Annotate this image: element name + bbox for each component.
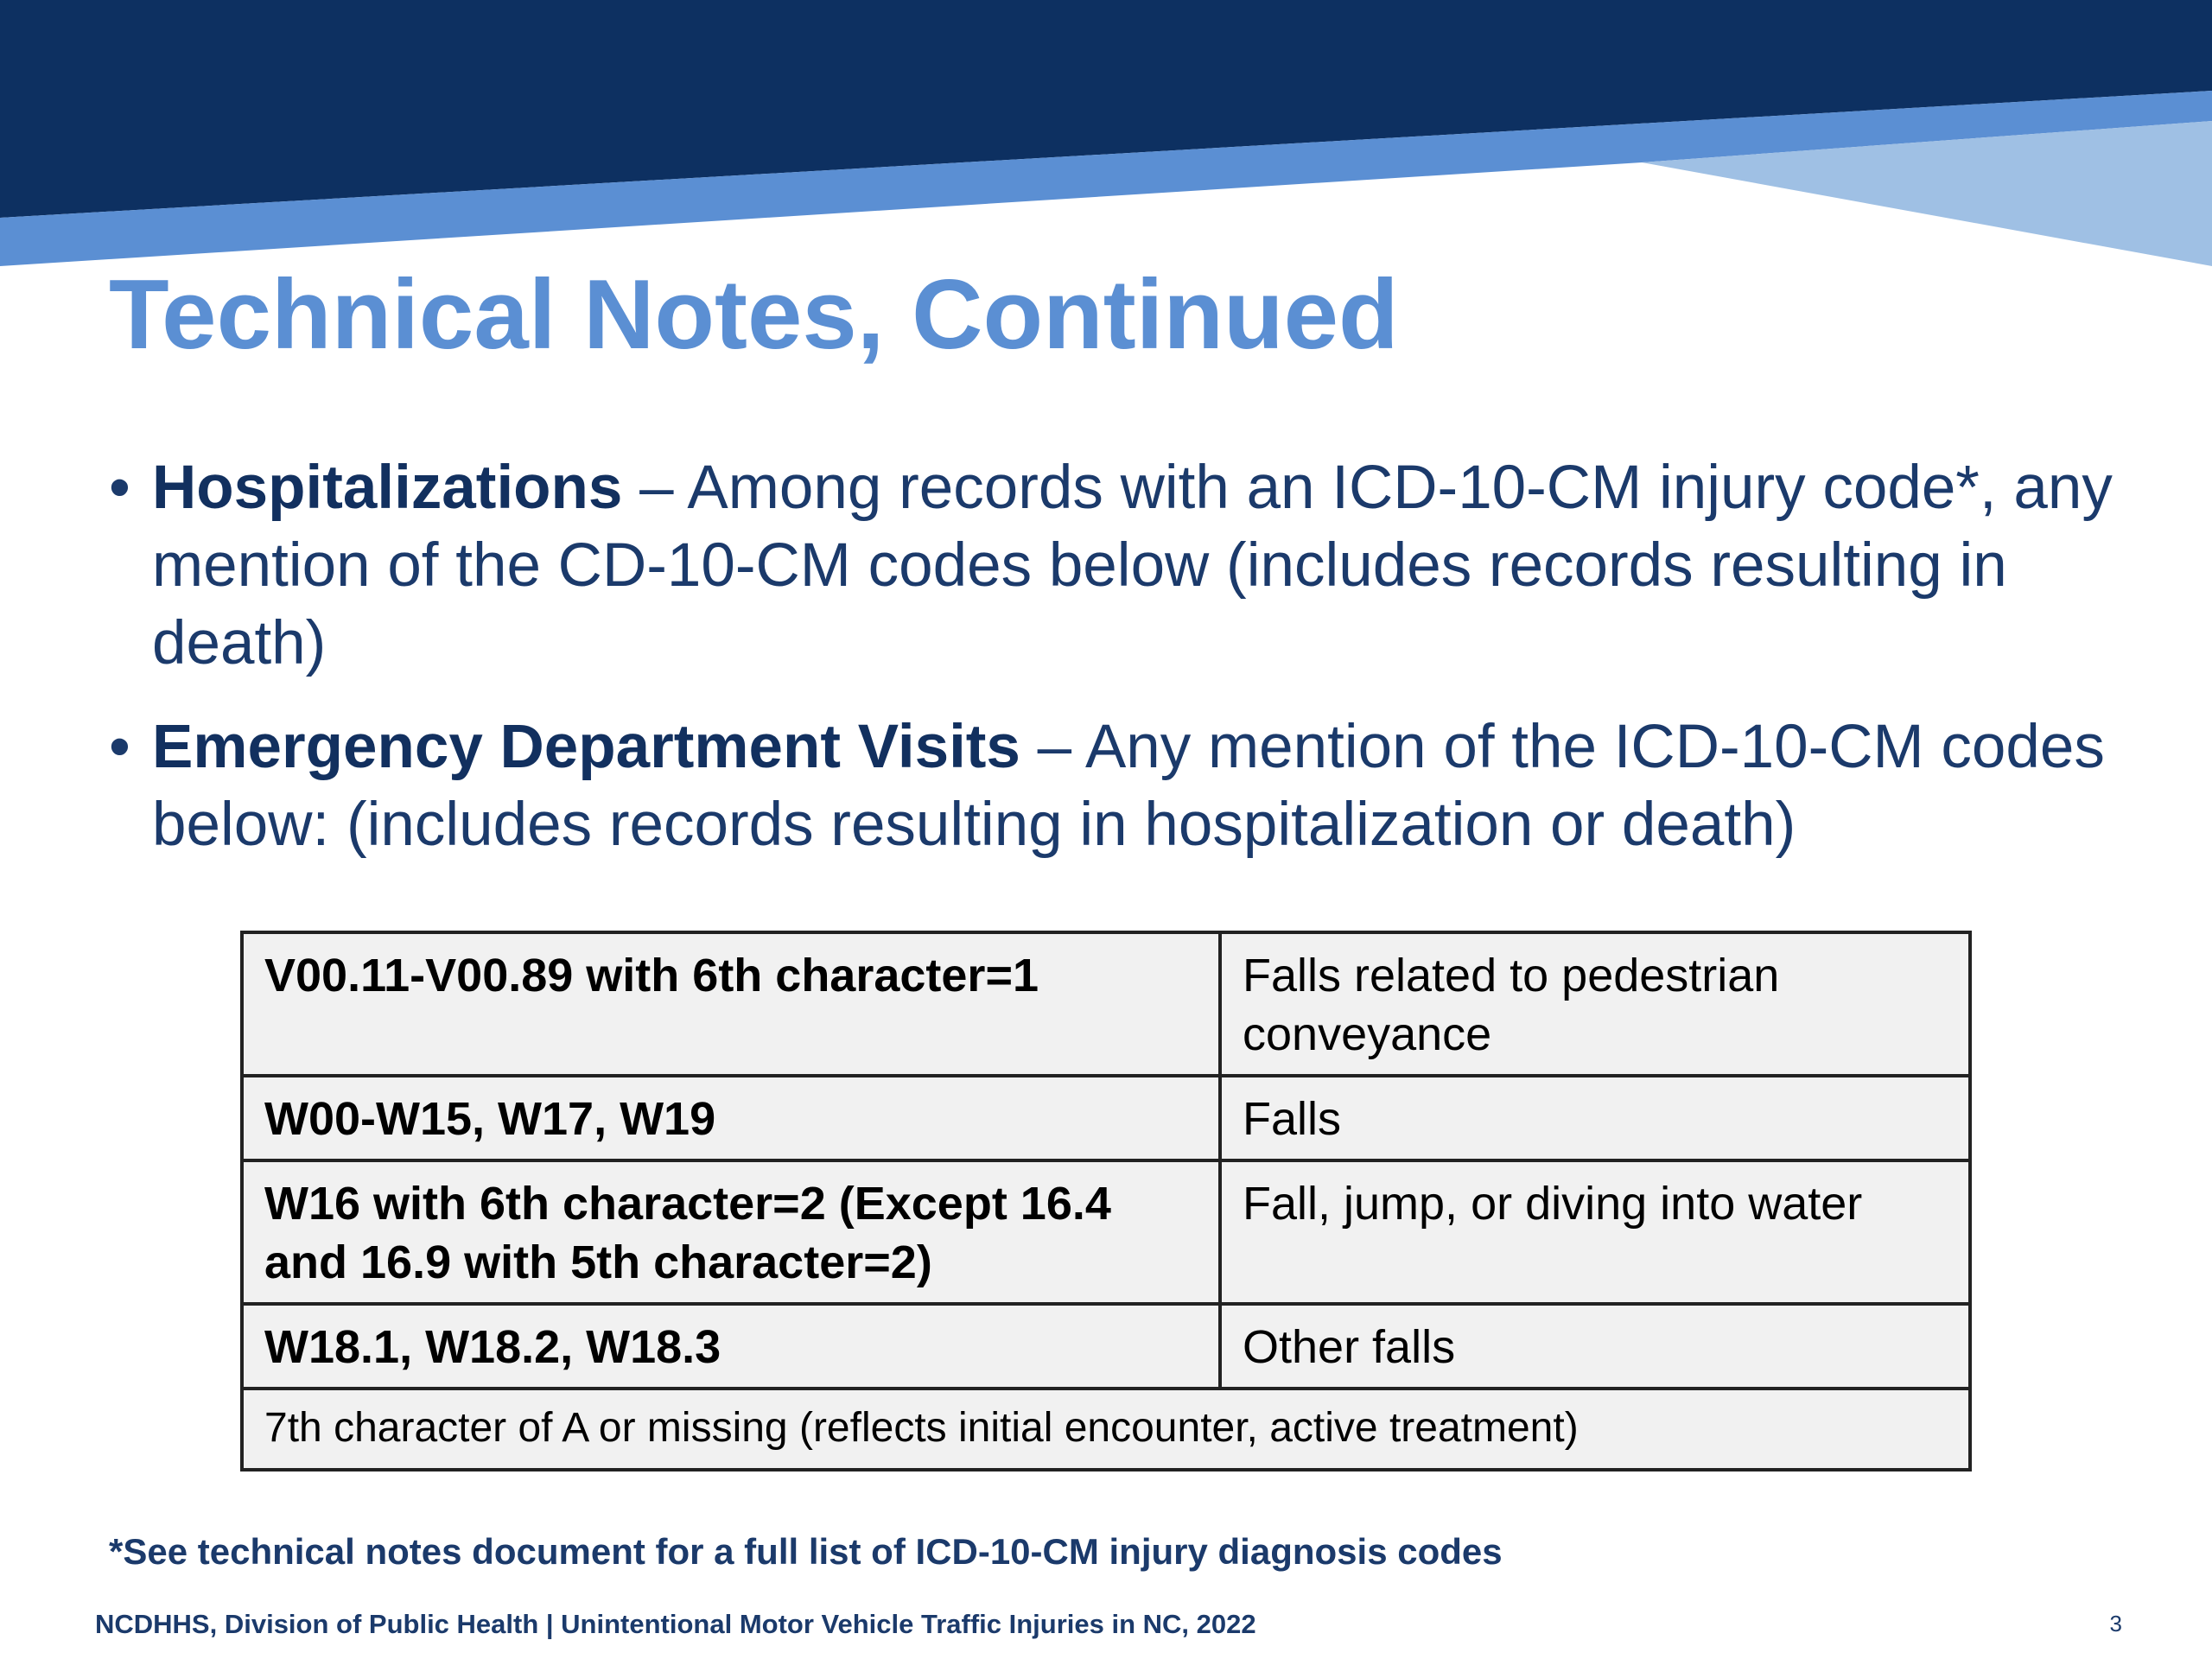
table-row: W16 with 6th character=2 (Except 16.4 an…: [240, 1159, 1972, 1306]
bullet-term: Hospitalizations: [152, 454, 623, 522]
banner-light-band: [1642, 121, 2212, 266]
code-cell: W18.1, W18.2, W18.3: [240, 1302, 1222, 1390]
table-row: W18.1, W18.2, W18.3 Other falls: [240, 1302, 1972, 1390]
note-cell: 7th character of A or missing (reflects …: [240, 1387, 1972, 1471]
page-number: 3: [2109, 1611, 2122, 1637]
description-cell: Other falls: [1218, 1302, 1972, 1390]
table-note-row: 7th character of A or missing (reflects …: [240, 1387, 1972, 1471]
bullet-text: – Among records with an ICD-10-CM injury…: [152, 454, 2113, 677]
bullet-dot-icon: •: [109, 454, 130, 522]
code-cell: W00-W15, W17, W19: [240, 1074, 1222, 1162]
header-banner: [0, 0, 2212, 266]
code-cell: W16 with 6th character=2 (Except 16.4 an…: [240, 1159, 1222, 1306]
banner-dark-band: [0, 0, 2212, 218]
bullet-term: Emergency Department Visits: [152, 713, 1020, 781]
bullet-emergency-department-visits: • Emergency Department Visits – Any ment…: [109, 709, 2131, 864]
bullet-dot-icon: •: [109, 713, 130, 781]
bullet-list: • Hospitalizations – Among records with …: [109, 449, 2131, 890]
icd-codes-table: V00.11-V00.89 with 6th character=1 Falls…: [240, 931, 1972, 1471]
description-cell: Falls: [1218, 1074, 1972, 1162]
slide-title: Technical Notes, Continued: [109, 260, 1399, 370]
code-cell: V00.11-V00.89 with 6th character=1: [240, 931, 1222, 1077]
banner-medium-band: [0, 91, 2212, 266]
bullet-hospitalizations: • Hospitalizations – Among records with …: [109, 449, 2131, 683]
table-row: V00.11-V00.89 with 6th character=1 Falls…: [240, 931, 1972, 1077]
slide-footer: NCDHHS, Division of Public Health | Unin…: [95, 1609, 1256, 1639]
description-cell: Fall, jump, or diving into water: [1218, 1159, 1972, 1306]
description-cell: Falls related to pedestrian conveyance: [1218, 931, 1972, 1077]
footnote: *See technical notes document for a full…: [109, 1531, 1503, 1572]
table-row: W00-W15, W17, W19 Falls: [240, 1074, 1972, 1162]
bullet-text: – Any mention of the ICD-10-CM codes bel…: [152, 713, 2105, 859]
